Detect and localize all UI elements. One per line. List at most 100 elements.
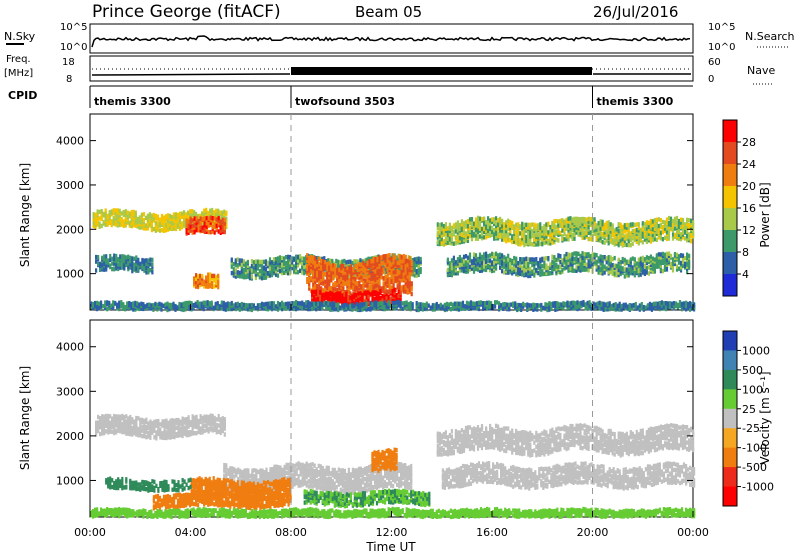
heatmap-cell: [347, 304, 350, 309]
heatmap-cell: [577, 261, 580, 266]
heatmap-cell: [415, 273, 418, 278]
heatmap-cell: [615, 239, 618, 245]
heatmap-cell: [460, 235, 463, 240]
heatmap-cell: [98, 216, 101, 221]
heatmap-cell: [557, 228, 560, 233]
heatmap-cell: [514, 305, 517, 310]
heatmap-cell: [322, 259, 325, 264]
heatmap-cell: [354, 289, 357, 294]
heatmap-cell: [264, 267, 268, 272]
heatmap-cell: [206, 305, 209, 310]
heatmap-cell: [581, 216, 584, 222]
heatmap-cell: [588, 300, 591, 305]
heatmap-cell: [629, 269, 632, 274]
heatmap-cell: [320, 286, 323, 291]
heatmap-cell: [363, 299, 366, 304]
heatmap-cell: [104, 303, 107, 308]
heatmap-cell: [559, 270, 562, 275]
heatmap-cell: [342, 282, 345, 287]
heatmap-cell: [99, 267, 102, 272]
heatmap-cell: [552, 301, 555, 306]
heatmap-cell: [295, 299, 298, 305]
heatmap-cell: [455, 303, 458, 309]
heatmap-cell: [123, 254, 126, 259]
heatmap-cell: [187, 225, 190, 230]
heatmap-cell: [436, 226, 439, 231]
heatmap-cell: [376, 256, 379, 261]
heatmap-cell: [368, 263, 371, 268]
heatmap-cell: [107, 263, 110, 268]
heatmap-cell: [659, 230, 662, 235]
heatmap-cell: [603, 225, 606, 231]
heatmap-cell: [529, 273, 532, 279]
heatmap-cell: [123, 258, 126, 264]
heatmap-cell: [627, 259, 630, 264]
heatmap-cell: [391, 289, 394, 294]
heatmap-cell: [215, 211, 218, 216]
heatmap-cell: [611, 228, 614, 234]
heatmap-cell: [605, 224, 608, 230]
heatmap-cell: [408, 271, 411, 277]
heatmap-cell: [404, 270, 407, 275]
heatmap-cell: [132, 307, 135, 312]
heatmap-cell: [272, 259, 276, 264]
heatmap-cell: [567, 223, 570, 228]
heatmap-cell: [419, 302, 422, 307]
heatmap-cell: [106, 306, 109, 312]
heatmap-cell: [238, 270, 241, 276]
heatmap-cell: [482, 306, 485, 311]
heatmap-cell: [205, 278, 208, 284]
heatmap-cell: [313, 296, 316, 301]
heatmap-cell: [543, 228, 546, 233]
heatmap-cell: [501, 232, 504, 237]
heatmap-cell: [404, 285, 407, 290]
heatmap-cell: [688, 232, 691, 237]
heatmap-cell: [476, 266, 480, 271]
heatmap-cell: [190, 305, 193, 311]
heatmap-cell: [143, 261, 146, 266]
heatmap-cell: [118, 217, 121, 222]
heatmap-cell: [627, 270, 630, 275]
heatmap-cell: [278, 258, 282, 263]
heatmap-cell: [686, 234, 689, 239]
heatmap-cell: [533, 257, 536, 262]
heatmap-cell: [470, 223, 474, 228]
heatmap-cell: [515, 238, 518, 244]
heatmap-cell: [378, 276, 381, 281]
heatmap-cell: [565, 263, 568, 268]
heatmap-cell: [327, 258, 330, 263]
heatmap-cell: [479, 300, 483, 305]
heatmap-cell: [219, 219, 222, 224]
heatmap-cell: [203, 223, 206, 228]
heatmap-cell: [336, 287, 339, 293]
heatmap-cell: [465, 304, 469, 310]
heatmap-cell: [308, 264, 311, 270]
heatmap-cell: [347, 263, 350, 268]
heatmap-cell: [301, 256, 304, 261]
heatmap-cell: [324, 259, 327, 265]
heatmap-cell: [585, 266, 588, 271]
heatmap-cell: [193, 276, 196, 281]
freq-unit-label: [MHz]: [4, 68, 33, 79]
heatmap-cell: [316, 259, 319, 264]
heatmap-cell: [435, 305, 438, 311]
heatmap-cell: [625, 225, 628, 230]
heatmap-cell: [238, 302, 241, 308]
heatmap-cell: [246, 273, 249, 279]
heatmap-cell: [191, 230, 194, 235]
heatmap-cell: [402, 284, 405, 290]
heatmap-cell: [385, 289, 388, 294]
heatmap-cell: [491, 229, 494, 235]
heatmap-cell: [509, 228, 512, 234]
heatmap-cell: [154, 228, 157, 233]
heatmap-cell: [531, 257, 534, 262]
nave-series-themis: [91, 73, 291, 76]
heatmap-cell: [143, 266, 146, 271]
heatmap-cell: [599, 261, 602, 266]
heatmap-cell: [583, 251, 586, 257]
heatmap-cell: [635, 235, 638, 240]
heatmap-cell: [400, 271, 403, 276]
heatmap-cell: [657, 262, 660, 267]
heatmap-cell: [539, 235, 542, 240]
heatmap-cell: [359, 296, 362, 301]
